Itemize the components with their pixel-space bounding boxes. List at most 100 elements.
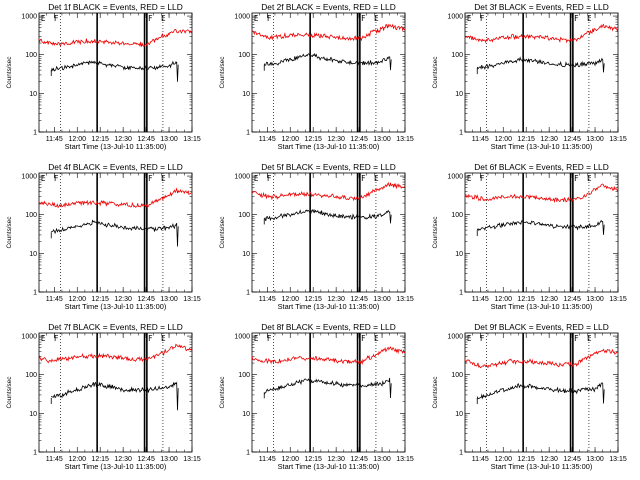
lld-series-line bbox=[38, 187, 193, 209]
y-tick-label: 100 bbox=[25, 52, 37, 59]
x-axis-label: Start Time (13-Jul-10 11:35:00) bbox=[65, 462, 167, 471]
y-tick-label: 1 bbox=[246, 130, 250, 137]
y-tick-label: 1000 bbox=[21, 14, 37, 21]
x-tick-label: 11:45 bbox=[46, 136, 63, 143]
event-marker-label: F bbox=[574, 14, 579, 23]
event-marker-label: F bbox=[54, 334, 59, 343]
event-marker-label: E bbox=[161, 14, 166, 23]
y-axis-label: Counts/sec bbox=[219, 216, 226, 249]
panel-svg: Det 8f BLACK = Events, RED = LLD 1 10 100 10… bbox=[219, 322, 414, 471]
x-tick-label: 12:45 bbox=[350, 136, 368, 143]
x-tick-label: 12:30 bbox=[327, 456, 345, 463]
plot-frame bbox=[38, 172, 193, 293]
y-tick-label: 1 bbox=[33, 130, 37, 137]
event-marker-label: E bbox=[587, 174, 592, 183]
y-axis-label: Counts/sec bbox=[432, 56, 439, 89]
event-marker-label: F bbox=[148, 174, 153, 183]
panel-svg: Det 9f BLACK = Events, RED = LLD 1 10 100 10… bbox=[432, 322, 627, 471]
events-series-line bbox=[50, 219, 179, 247]
x-tick-label: 12:15 bbox=[91, 456, 109, 463]
y-tick-label: 10 bbox=[29, 251, 37, 258]
x-tick-label: 12:30 bbox=[114, 136, 132, 143]
x-axis-label: Start Time (13-Jul-10 11:35:00) bbox=[65, 302, 167, 311]
detector-panel: Det 3f BLACK = Events, RED = LLD 1 10 100 10… bbox=[426, 0, 639, 160]
x-tick-label: 12:30 bbox=[114, 456, 132, 463]
event-marker-label: F bbox=[148, 14, 153, 23]
y-tick-label: 10 bbox=[29, 411, 37, 418]
x-tick-label: 13:00 bbox=[373, 456, 391, 463]
x-tick-label: 11:45 bbox=[259, 296, 276, 303]
event-marker-label: E bbox=[41, 334, 46, 343]
lld-series-line bbox=[38, 343, 193, 364]
panel-svg: Det 4f BLACK = Events, RED = LLD 1 10 100 10… bbox=[6, 162, 201, 311]
plot-frame bbox=[464, 172, 619, 293]
plot-frame bbox=[251, 172, 406, 293]
y-tick-label: 1000 bbox=[447, 174, 463, 181]
x-tick-label: 13:15 bbox=[183, 296, 201, 303]
x-tick-label: 12:00 bbox=[494, 456, 512, 463]
detector-panel: Det 9f BLACK = Events, RED = LLD 1 10 100 10… bbox=[426, 320, 639, 480]
event-marker-label: E bbox=[374, 334, 379, 343]
x-tick-label: 12:30 bbox=[540, 296, 558, 303]
panel-svg: Det 3f BLACK = Events, RED = LLD 1 10 100 10… bbox=[432, 2, 627, 151]
x-tick-label: 13:15 bbox=[609, 456, 627, 463]
x-tick-label: 11:45 bbox=[46, 456, 63, 463]
events-series-line bbox=[263, 52, 392, 71]
x-tick-label: 12:00 bbox=[281, 136, 299, 143]
x-tick-label: 12:00 bbox=[68, 296, 86, 303]
x-tick-label: 12:30 bbox=[540, 456, 558, 463]
x-tick-label: 13:00 bbox=[586, 456, 604, 463]
plot-frame bbox=[464, 332, 619, 453]
x-tick-label: 13:00 bbox=[586, 296, 604, 303]
event-marker-label: F bbox=[480, 14, 485, 23]
x-tick-label: 13:15 bbox=[183, 136, 201, 143]
y-tick-label: 10 bbox=[242, 91, 250, 98]
detector-panel: Det 6f BLACK = Events, RED = LLD 1 10 100 10… bbox=[426, 160, 639, 320]
x-tick-label: 11:45 bbox=[259, 136, 276, 143]
event-marker-label: E bbox=[161, 174, 166, 183]
x-tick-label: 12:45 bbox=[350, 296, 368, 303]
lld-series-line bbox=[251, 23, 406, 42]
lld-series-line bbox=[251, 346, 406, 366]
event-marker-label: F bbox=[267, 14, 272, 23]
events-series-line bbox=[50, 381, 179, 411]
y-tick-label: 100 bbox=[451, 52, 463, 59]
detector-panel: Det 8f BLACK = Events, RED = LLD 1 10 100 10… bbox=[213, 320, 426, 480]
y-tick-label: 10 bbox=[455, 411, 463, 418]
y-tick-label: 10 bbox=[242, 411, 250, 418]
x-axis-label: Start Time (13-Jul-10 11:35:00) bbox=[491, 462, 593, 471]
y-tick-label: 1 bbox=[33, 450, 37, 457]
panel-svg: Det 1f BLACK = Events, RED = LLD 1 10 100 10… bbox=[6, 2, 201, 151]
x-tick-label: 12:45 bbox=[137, 296, 155, 303]
y-axis-label: Counts/sec bbox=[6, 56, 13, 89]
event-marker-label: F bbox=[54, 14, 59, 23]
events-series-line bbox=[263, 377, 392, 399]
plot-frame bbox=[38, 12, 193, 133]
chart-title: Det 9f BLACK = Events, RED = LLD bbox=[474, 322, 609, 332]
event-marker-label: E bbox=[467, 174, 472, 183]
x-tick-label: 13:15 bbox=[609, 296, 627, 303]
chart-title: Det 7f BLACK = Events, RED = LLD bbox=[48, 322, 183, 332]
y-tick-label: 1 bbox=[246, 450, 250, 457]
x-tick-label: 12:30 bbox=[327, 136, 345, 143]
y-tick-label: 1000 bbox=[234, 174, 250, 181]
x-tick-label: 11:45 bbox=[472, 296, 489, 303]
events-series-line bbox=[50, 60, 179, 82]
x-tick-label: 12:30 bbox=[540, 136, 558, 143]
y-tick-label: 100 bbox=[25, 212, 37, 219]
event-marker-label: E bbox=[587, 14, 592, 23]
y-tick-label: 1000 bbox=[234, 334, 250, 341]
y-axis-label: Counts/sec bbox=[6, 216, 13, 249]
event-marker-label: F bbox=[574, 334, 579, 343]
x-axis-label: Start Time (13-Jul-10 11:35:00) bbox=[491, 302, 593, 311]
y-tick-label: 1000 bbox=[447, 14, 463, 21]
detector-panel: Det 2f BLACK = Events, RED = LLD 1 10 100 10… bbox=[213, 0, 426, 160]
lld-series-line bbox=[38, 28, 193, 47]
event-marker-label: F bbox=[267, 334, 272, 343]
x-axis-label: Start Time (13-Jul-10 11:35:00) bbox=[278, 462, 380, 471]
event-marker-label: F bbox=[361, 174, 366, 183]
x-tick-label: 11:45 bbox=[472, 456, 489, 463]
y-tick-label: 100 bbox=[238, 372, 250, 379]
y-tick-label: 100 bbox=[25, 372, 37, 379]
